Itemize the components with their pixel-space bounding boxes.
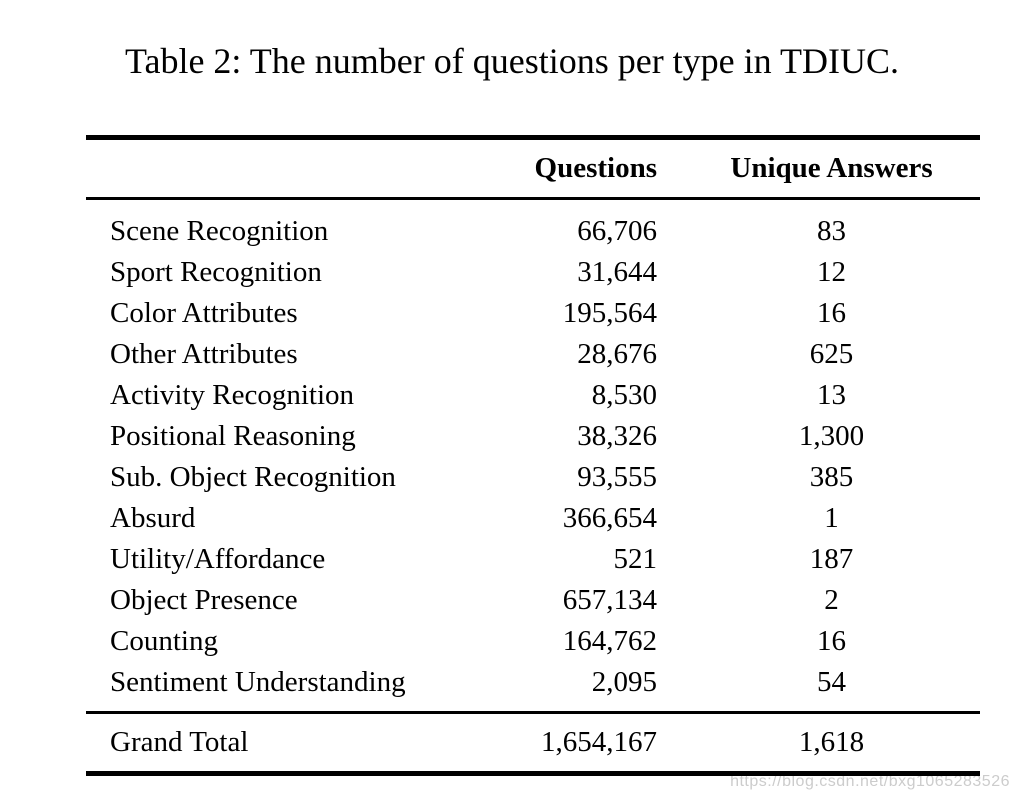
grand-total-row: Grand Total 1,654,167 1,618	[86, 714, 980, 771]
data-table: Questions Unique Answers Scene Recogniti…	[86, 135, 980, 776]
table-row: Sport Recognition 31,644 12	[86, 252, 980, 293]
row-questions: 38,326	[577, 420, 657, 452]
row-unique-answers: 54	[817, 666, 846, 698]
row-questions: 657,134	[562, 584, 657, 616]
row-unique-answers: 1	[824, 502, 839, 534]
table-caption: Table 2: The number of questions per typ…	[125, 41, 899, 81]
row-unique-answers: 83	[817, 215, 846, 247]
row-label: Activity Recognition	[110, 379, 355, 411]
grand-total-label: Grand Total	[110, 726, 249, 758]
grand-total-questions: 1,654,167	[541, 726, 657, 758]
table-row: Scene Recognition 66,706 83	[86, 211, 980, 252]
row-questions: 2,095	[591, 666, 657, 698]
row-questions: 195,564	[562, 297, 657, 329]
row-questions: 66,706	[577, 215, 657, 247]
grand-total-unique-answers: 1,618	[798, 726, 865, 758]
table-row: Color Attributes 195,564 16	[86, 293, 980, 334]
row-label: Object Presence	[110, 584, 298, 616]
row-label: Color Attributes	[110, 297, 298, 329]
row-unique-answers: 12	[817, 256, 846, 288]
row-unique-answers: 16	[817, 625, 846, 657]
column-header-unique-answers: Unique Answers	[730, 152, 933, 184]
table-bottom-rule	[86, 771, 980, 776]
table-row: Object Presence 657,134 2	[86, 580, 980, 621]
row-questions: 93,555	[577, 461, 657, 493]
row-unique-answers: 625	[809, 338, 854, 370]
row-label: Sub. Object Recognition	[110, 461, 396, 493]
row-questions: 366,654	[562, 502, 657, 534]
row-unique-answers: 13	[817, 379, 846, 411]
row-unique-answers: 2	[824, 584, 839, 616]
row-label: Absurd	[110, 502, 196, 534]
table-row: Counting 164,762 16	[86, 621, 980, 662]
row-label: Positional Reasoning	[110, 420, 356, 452]
row-label: Utility/Affordance	[110, 543, 326, 575]
table-header-row: Questions Unique Answers	[86, 140, 980, 197]
row-questions: 164,762	[562, 625, 657, 657]
row-label: Scene Recognition	[110, 215, 329, 247]
header-bottom-rule	[86, 197, 980, 200]
table-row: Sentiment Understanding 2,095 54	[86, 662, 980, 703]
table-row: Other Attributes 28,676 625	[86, 334, 980, 375]
grand-total-top-rule	[86, 711, 980, 714]
table-body: Scene Recognition 66,706 83 Sport Recogn…	[86, 200, 980, 711]
row-questions: 521	[613, 543, 658, 575]
table-row: Sub. Object Recognition 93,555 385	[86, 457, 980, 498]
table-row: Utility/Affordance 521 187	[86, 539, 980, 580]
watermark-url: https://blog.csdn.net/bxg1065283526	[730, 773, 1010, 790]
table-row: Activity Recognition 8,530 13	[86, 375, 980, 416]
column-header-questions: Questions	[534, 152, 657, 184]
table-row: Positional Reasoning 38,326 1,300	[86, 416, 980, 457]
row-questions: 28,676	[577, 338, 657, 370]
row-unique-answers: 385	[809, 461, 854, 493]
row-questions: 31,644	[577, 256, 657, 288]
row-label: Other Attributes	[110, 338, 298, 370]
row-unique-answers: 16	[817, 297, 846, 329]
row-label: Sport Recognition	[110, 256, 322, 288]
row-questions: 8,530	[591, 379, 657, 411]
table-top-rule	[86, 135, 980, 140]
row-unique-answers: 187	[809, 543, 854, 575]
row-unique-answers: 1,300	[798, 420, 865, 452]
table-row: Absurd 366,654 1	[86, 498, 980, 539]
row-label: Sentiment Understanding	[110, 666, 406, 698]
row-label: Counting	[110, 625, 218, 657]
